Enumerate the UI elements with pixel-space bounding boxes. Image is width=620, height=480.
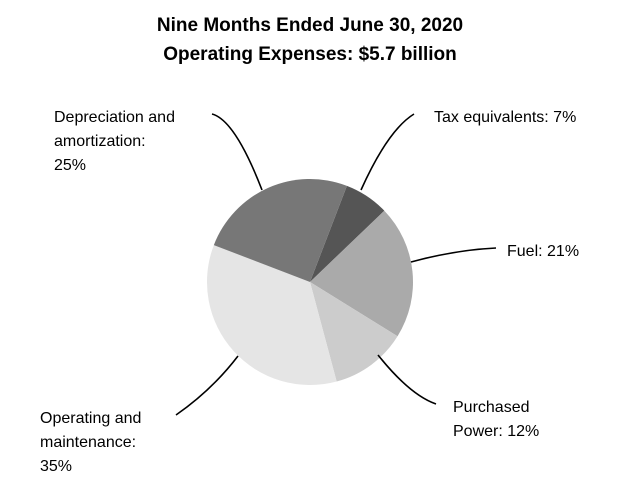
slice-label-line: Operating and — [40, 410, 142, 427]
pie-slices — [206, 178, 414, 386]
leader-line-tax-equivalents — [360, 113, 415, 191]
slice-label-tax-equivalents: Tax equivalents: 7% — [434, 106, 576, 130]
slice-label-fuel: Fuel: 21% — [507, 240, 579, 264]
chart-subtitle: Operating Expenses: $5.7 billion — [163, 44, 457, 65]
slice-label-line: 35% — [40, 458, 73, 475]
leader-lines — [175, 113, 497, 416]
slice-label-line: 25% — [54, 157, 87, 174]
pie-slice-operating-and-maintenance — [206, 245, 337, 386]
slice-label-depreciation-and-amortization: Depreciation and amortization: 25% — [54, 106, 175, 178]
slice-label-line: Fuel: 21% — [507, 243, 580, 260]
slice-label-line: Tax equivalents: 7% — [434, 109, 577, 126]
leader-line-depreciation-and-amortization — [211, 113, 263, 191]
slice-label-line: maintenance: — [40, 434, 137, 451]
chart-title-block: Nine Months Ended June 30, 2020 Operatin… — [0, 11, 620, 69]
slice-label-line: Depreciation and — [54, 109, 175, 126]
leader-line-operating-and-maintenance — [175, 355, 239, 416]
slice-label-operating-and-maintenance: Operating and maintenance: 35% — [40, 407, 141, 479]
chart-title: Nine Months Ended June 30, 2020 — [156, 15, 464, 36]
pie-slice-fuel — [310, 210, 414, 337]
slice-label-line: Purchased — [453, 399, 530, 416]
pie-slice-depreciation-and-amortization — [213, 178, 347, 282]
slice-label-line: Power: 12% — [453, 423, 540, 440]
slice-label-line: amortization: — [54, 133, 146, 150]
pie-slice-tax-equivalents — [310, 185, 385, 282]
pie-slice-purchased-power — [310, 282, 398, 382]
leader-line-fuel — [410, 247, 497, 263]
slice-label-purchased-power: Purchased Power: 12% — [453, 396, 539, 444]
leader-line-purchased-power — [377, 354, 437, 405]
